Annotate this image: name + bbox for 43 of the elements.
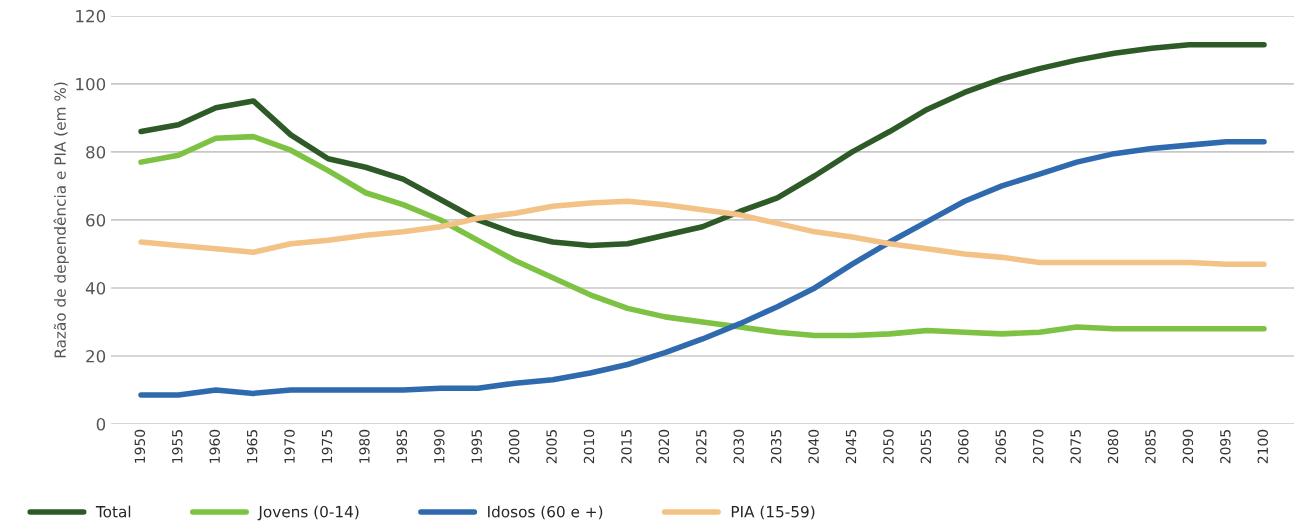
y-tick-label: 80 — [86, 145, 106, 159]
x-tick-label: 2015 — [621, 430, 632, 464]
x-tick-label: 1980 — [359, 429, 370, 463]
x-tick-label: 2025 — [696, 430, 707, 464]
legend-label: Jovens (0-14) — [257, 505, 359, 521]
x-tick-label: 2020 — [658, 429, 670, 464]
x-tick-label: 2095 — [1220, 430, 1231, 464]
x-tick-label: 2070 — [1032, 429, 1044, 464]
x-tick-label: 1995 — [471, 430, 482, 463]
y-tick-label: 60 — [86, 213, 106, 227]
x-tick-label: 1965 — [246, 430, 258, 463]
x-tick-label: 2060 — [958, 429, 969, 464]
x-tick-label: 2030 — [733, 429, 744, 464]
x-tick-label: 2005 — [546, 430, 557, 464]
x-tick-label: 1950 — [134, 429, 146, 463]
x-tick-label: 1955 — [172, 430, 183, 463]
y-tick-label: 0 — [96, 417, 106, 431]
x-tick-label: 2010 — [583, 429, 595, 464]
x-tick-label: 2040 — [808, 429, 819, 464]
x-tick-label: 1970 — [284, 429, 295, 463]
y-tick-label: 100 — [76, 77, 106, 91]
x-tick-label: 2100 — [1257, 429, 1269, 464]
x-tick-label: 1990 — [434, 429, 445, 463]
y-tick-label: 20 — [86, 349, 106, 363]
x-tick-label: 2090 — [1182, 429, 1194, 464]
x-tick-label: 2075 — [1070, 430, 1081, 464]
x-tick-label: 2035 — [770, 430, 782, 464]
y-tick-label: 120 — [76, 9, 106, 23]
x-tick-label: 2000 — [508, 429, 520, 464]
x-tick-label: 1960 — [209, 429, 220, 463]
x-tick-label: 2080 — [1107, 429, 1119, 464]
x-tick-label: 1975 — [321, 430, 333, 463]
x-tick-label: 2065 — [995, 430, 1006, 464]
x-tick-label: 2045 — [845, 430, 857, 464]
y-axis-title: Razão de dependência e PIA (em %) — [53, 82, 69, 358]
legend-label: Total — [95, 505, 131, 518]
legend-label: Idosos (60 e +) — [488, 505, 603, 520]
legend-label: PIA (15-59) — [731, 505, 815, 520]
y-tick-label: 40 — [85, 281, 106, 295]
x-tick-label: 2085 — [1145, 430, 1156, 464]
x-tick-label: 1985 — [396, 430, 408, 463]
x-tick-label: 2055 — [920, 430, 932, 464]
x-tick-label: 2050 — [883, 429, 894, 464]
